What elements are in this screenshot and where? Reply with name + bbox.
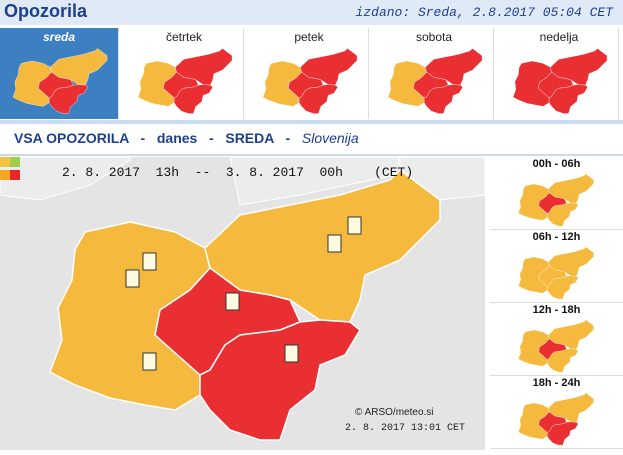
stamp: 2. 8. 2017 13:01 CET bbox=[345, 423, 466, 434]
sep: - bbox=[140, 130, 146, 146]
page-title: Opozorila bbox=[4, 1, 88, 21]
thumb-map bbox=[518, 246, 594, 300]
day-tab[interactable]: sreda bbox=[0, 28, 119, 119]
thumb-map bbox=[518, 319, 594, 373]
thumb-map bbox=[262, 48, 358, 114]
icons bbox=[125, 216, 362, 371]
to-date: 3. 8. 2017 bbox=[225, 165, 304, 180]
neighbor bbox=[0, 156, 131, 201]
rule bbox=[0, 154, 623, 156]
tab-label: sobota bbox=[415, 30, 453, 44]
tab-label: sreda bbox=[42, 30, 76, 44]
tab-label: nedelja bbox=[539, 30, 579, 44]
thumb-map bbox=[512, 48, 608, 114]
legend-box bbox=[0, 170, 10, 180]
credit: © ARSO/meteo.si bbox=[355, 407, 434, 418]
thumb-map bbox=[518, 173, 594, 227]
day-tab[interactable]: petek bbox=[250, 28, 369, 119]
map-area bbox=[0, 156, 486, 450]
heading-day: SREDA bbox=[225, 130, 274, 146]
period[interactable]: 18h - 24h bbox=[490, 376, 623, 449]
heading-today: danes bbox=[156, 130, 198, 146]
strip bbox=[0, 120, 623, 124]
period-label: 12h - 18h bbox=[532, 304, 581, 316]
period-label: 18h - 24h bbox=[532, 377, 581, 389]
day-tab[interactable]: nedelja bbox=[500, 28, 619, 119]
heading-region: Slovenija bbox=[301, 130, 359, 146]
period-label: 00h - 06h bbox=[532, 158, 581, 170]
sep: - bbox=[209, 130, 214, 146]
to-hour: 00h bbox=[319, 165, 343, 180]
period[interactable]: 12h - 18h bbox=[490, 303, 623, 376]
issued: izdano: Sreda, 2.8.2017 05:04 CET bbox=[355, 5, 613, 20]
legend-box bbox=[10, 157, 20, 167]
heading: VSA OPOZORILA - danes - SREDA - Slovenij… bbox=[14, 130, 359, 146]
day-tab[interactable]: sobota bbox=[375, 28, 494, 119]
tab-label: četrtek bbox=[165, 30, 202, 44]
from-date: 2. 8. 2017 bbox=[62, 165, 141, 180]
legend-box bbox=[0, 157, 10, 167]
thumb-map bbox=[12, 48, 108, 114]
from-hour: 13h bbox=[155, 165, 180, 180]
thumb-map bbox=[518, 392, 594, 446]
map bbox=[0, 156, 486, 450]
zone: (CET) bbox=[374, 165, 414, 180]
top-bar bbox=[0, 0, 623, 25]
neighbor bbox=[229, 156, 401, 206]
period[interactable]: 06h - 12h bbox=[490, 230, 623, 303]
thumb-map bbox=[137, 48, 233, 114]
dash: -- bbox=[194, 165, 211, 180]
thumb-map bbox=[387, 48, 483, 114]
heading-all: VSA OPOZORILA bbox=[14, 130, 129, 146]
period-label: 06h - 12h bbox=[532, 231, 581, 243]
day-tab[interactable]: četrtek bbox=[125, 28, 244, 119]
tab-label: petek bbox=[294, 30, 324, 44]
time-range: 2. 8. 2017 13h -- 3. 8. 2017 00h (CET) bbox=[62, 165, 413, 180]
sep: - bbox=[285, 130, 291, 146]
legend-box bbox=[10, 170, 20, 180]
period[interactable]: 00h - 06h bbox=[490, 157, 623, 230]
